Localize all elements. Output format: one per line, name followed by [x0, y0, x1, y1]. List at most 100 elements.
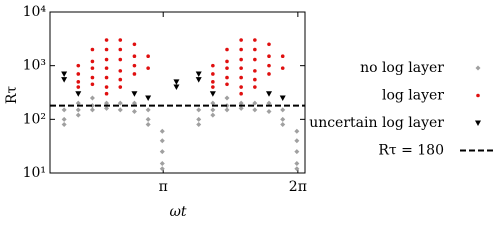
point — [104, 100, 110, 106]
point — [239, 47, 243, 52]
point — [225, 47, 229, 52]
point — [61, 122, 67, 128]
point — [146, 54, 150, 59]
point — [294, 138, 300, 144]
point — [61, 71, 68, 77]
point — [145, 116, 151, 122]
point — [117, 107, 123, 113]
point — [117, 100, 123, 106]
point — [267, 72, 271, 76]
legend-label: log layer — [382, 88, 444, 104]
point — [118, 47, 123, 52]
point — [211, 85, 215, 89]
point — [61, 116, 67, 122]
y-tick-label: 10² — [23, 111, 46, 127]
point — [253, 38, 257, 42]
point — [209, 91, 216, 97]
legend-label: Rτ = 180 — [378, 143, 444, 159]
point — [90, 75, 95, 80]
point — [239, 91, 243, 96]
y-tick-label: 10³ — [23, 58, 46, 74]
point — [224, 95, 230, 101]
point — [159, 161, 165, 167]
chart: Rτ ωt 10¹ 10² 10³ 10⁴ π 2π no log layer log lay… — [4, 4, 496, 220]
point — [131, 91, 138, 97]
point — [266, 91, 272, 97]
point — [118, 38, 123, 42]
point — [76, 85, 81, 89]
point — [225, 75, 229, 80]
point — [280, 107, 286, 113]
point — [104, 75, 109, 80]
point — [131, 108, 137, 114]
point — [196, 122, 202, 128]
x-axis-label: ωt — [169, 204, 186, 220]
point — [90, 66, 95, 70]
point — [75, 91, 82, 97]
point — [196, 107, 202, 113]
y-tick-label: 10¹ — [23, 165, 46, 181]
point — [279, 95, 286, 101]
x-tick-label: π — [159, 179, 168, 195]
y-axis-label: Rτ — [4, 86, 20, 105]
point — [159, 138, 165, 144]
point — [280, 54, 285, 59]
point — [104, 38, 109, 42]
point — [173, 84, 180, 91]
point — [253, 57, 257, 62]
point — [61, 107, 67, 113]
point — [280, 122, 286, 128]
point — [118, 85, 123, 89]
point — [294, 149, 300, 155]
point — [238, 100, 244, 106]
point — [132, 63, 137, 68]
point — [118, 77, 123, 82]
point — [76, 72, 81, 76]
point — [225, 59, 229, 64]
plot-frame — [49, 11, 306, 174]
point — [131, 100, 137, 106]
point — [104, 85, 109, 89]
point — [146, 66, 150, 70]
legend-label: no log layer — [360, 60, 444, 76]
point — [294, 161, 300, 167]
point — [239, 66, 243, 70]
point — [210, 100, 216, 106]
point — [104, 105, 110, 111]
point — [210, 112, 216, 118]
point — [294, 166, 300, 172]
point — [75, 100, 81, 106]
point — [132, 42, 137, 47]
point — [76, 80, 81, 84]
point — [267, 42, 271, 47]
point — [75, 112, 81, 118]
point — [294, 128, 300, 134]
point — [252, 107, 258, 113]
point — [145, 122, 151, 128]
y-tick-label: 10⁴ — [23, 4, 47, 20]
point — [253, 47, 257, 52]
point — [195, 71, 202, 77]
point — [267, 63, 271, 68]
point — [89, 107, 95, 113]
point — [90, 82, 95, 87]
legend-label: uncertain log layer — [309, 115, 444, 131]
point — [90, 47, 95, 52]
point — [267, 54, 271, 59]
point — [159, 166, 165, 172]
point — [211, 80, 215, 84]
point — [211, 72, 215, 76]
point — [145, 95, 152, 101]
point — [89, 95, 95, 101]
point — [211, 63, 215, 68]
legend-marker — [475, 120, 481, 126]
point — [118, 69, 123, 73]
point — [280, 66, 285, 70]
point — [280, 116, 286, 122]
point — [75, 107, 81, 113]
legend-marker — [475, 65, 481, 71]
point — [196, 116, 202, 122]
point — [76, 63, 81, 68]
point — [61, 77, 68, 83]
point — [145, 107, 151, 113]
